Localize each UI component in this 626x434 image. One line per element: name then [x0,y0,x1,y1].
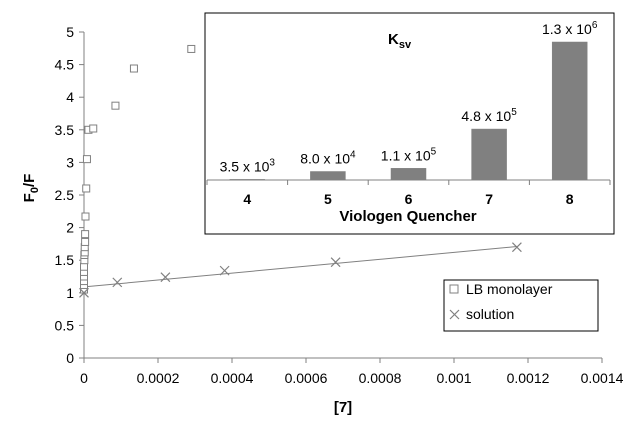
x-tick-label: 0.0004 [211,370,254,386]
inset-x-tick-label: 8 [566,191,574,207]
inset-title: Ksv [388,31,412,51]
inset-title-subscript: sv [399,39,412,51]
y-tick-label: 1.5 [55,252,75,268]
inset-bar-value-label: 1.3 x 106 [542,20,598,37]
x-axis-ticks: 0 0.0002 0.0004 0.0006 0.0008 0.001 0.0012 0.00… [80,358,624,386]
y-tick-label: 2 [66,220,74,236]
y-axis-title-subscript: 0 [29,187,41,193]
legend-label-lb-monolayer: LB monolayer [466,281,553,297]
y-tick-label: 0 [66,350,74,366]
solution-point [511,242,522,253]
solution-point [160,272,171,283]
x-tick-label: 0.001 [436,370,471,386]
main-plot: 0 0.5 1 1.5 2 2.5 3 3.5 4 4.5 5 0 0.0002 0.0004 0.000… [21,24,624,416]
lb-monolayer-point [81,230,90,239]
legend-marker-lb-monolayer [449,284,459,294]
inset-bar-value-label: 4.8 x 105 [461,107,517,124]
inset-bar [471,128,507,181]
lb-monolayer-point [81,237,90,246]
inset-title-main: K [388,31,399,48]
solution-point [112,277,123,288]
inset-bar [551,41,588,181]
x-tick-label: 0.0002 [137,370,180,386]
inset-bar-value-label: 3.5 x 103 [220,157,276,174]
legend-label-solution: solution [466,306,514,322]
inset-x-tick-label: 6 [405,191,413,207]
y-tick-label: 2.5 [55,187,75,203]
inset-bar [229,179,266,181]
inset-bar-value-label: 1.1 x 105 [381,146,437,163]
lb-monolayer-point [129,64,138,73]
legend-marker-solution [449,309,460,320]
legend: LB monolayer solution [443,279,599,332]
lb-monolayer-point [187,44,196,53]
inset-x-tick-label: 7 [485,191,493,207]
y-tick-label: 0.5 [55,317,75,333]
inset-x-tick-label: 5 [324,191,332,207]
lb-monolayer-point [80,262,88,271]
inset-frame [204,12,615,235]
x-axis-title: [7] [334,399,352,416]
y-tick-label: 4 [66,89,74,105]
solution-point [79,287,89,298]
y-axis-title-suffix: /F [21,174,38,187]
y-tick-label: 4.5 [55,57,75,73]
y-tick-label: 5 [66,24,74,40]
y-tick-label: 3 [66,154,74,170]
inset-bar [310,171,346,181]
y-tick-label: 1 [66,285,74,301]
lb-monolayer-point [89,124,98,133]
legend-box [443,279,599,332]
lb-monolayer-point [82,184,91,193]
inset-bar-chart: Ksv 4 5 6 7 8 3.5 x 103 8.0 x 104 1.1 x 105 4.8… [204,12,615,235]
x-tick-label: 0 [80,370,88,386]
series-layer [79,44,522,298]
solution-point [330,257,341,268]
solution-point [219,265,230,276]
x-tick-label: 0.0006 [285,370,328,386]
inset-x-ticks: 4 5 6 7 8 [206,180,611,207]
x-tick-label: 0.0014 [581,370,624,386]
y-axis-title: F0/F [21,174,41,203]
y-axis-ticks: 0 0.5 1 1.5 2 2.5 3 3.5 4 4.5 5 [55,24,84,366]
inset-value-labels: 3.5 x 103 8.0 x 104 1.1 x 105 4.8 x 105 1.3 … [220,20,598,174]
inset-x-axis-title: Viologen Quencher [339,208,476,225]
lb-monolayer-point [81,212,90,221]
inset-bar-value-label: 8.0 x 104 [300,150,356,167]
inset-x-tick-label: 4 [243,191,251,207]
inset-bars [229,41,588,181]
lb-monolayer-point [82,155,91,164]
x-tick-label: 0.0008 [359,370,402,386]
inset-bar [390,168,427,181]
lb-monolayer-point [111,101,120,110]
x-tick-label: 0.0012 [507,370,550,386]
y-axis-title-main: F [21,193,38,202]
y-tick-label: 3.5 [55,122,75,138]
solution-trendline [83,246,517,288]
